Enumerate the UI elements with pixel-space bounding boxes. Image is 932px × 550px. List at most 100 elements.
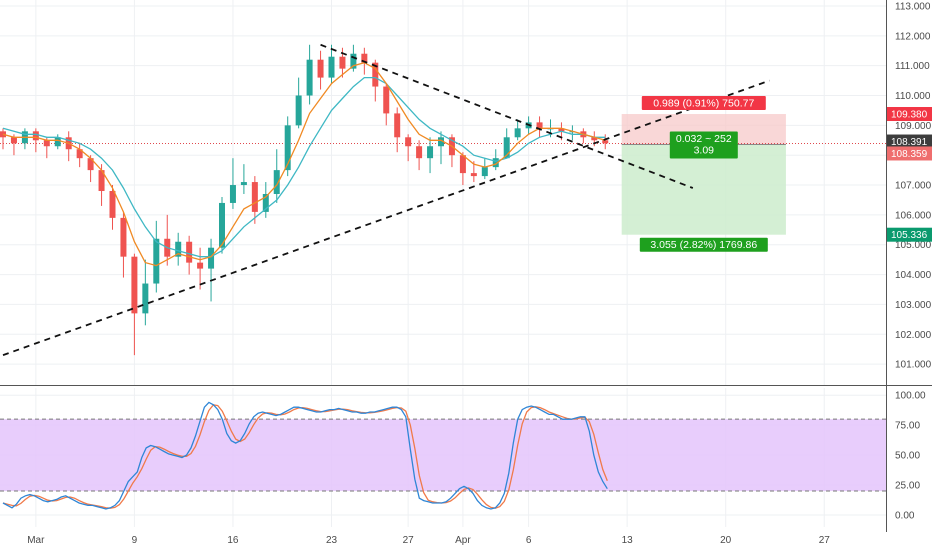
center-tag-text-2: 3.09 xyxy=(694,144,715,156)
oscillator-tick-label: 100.00 xyxy=(895,391,926,402)
price-tick-label: 107.000 xyxy=(895,181,932,192)
current-price-bg xyxy=(887,134,932,149)
time-tick-label: Mar xyxy=(27,535,45,546)
price-tick-label: 112.000 xyxy=(895,31,931,42)
trendlines[interactable] xyxy=(2,43,770,357)
candle-body xyxy=(306,59,313,96)
candle xyxy=(503,128,510,159)
target-price-tag: 105.336 xyxy=(887,227,932,242)
candle xyxy=(87,155,94,183)
candle xyxy=(186,235,193,275)
time-tick-label: 23 xyxy=(326,535,338,546)
candle xyxy=(76,143,83,168)
candle xyxy=(153,220,160,293)
candle xyxy=(120,211,127,278)
candle xyxy=(142,259,149,326)
oscillator-tick-label: 0.00 xyxy=(895,511,915,522)
candle xyxy=(262,182,269,218)
candle-body xyxy=(186,241,193,263)
candle xyxy=(208,238,215,302)
candle-body xyxy=(109,191,116,218)
candle xyxy=(328,44,335,84)
stop-label[interactable]: 0.989 (0.91%) 750.77 xyxy=(641,96,766,111)
ma-fast-line[interactable] xyxy=(2,62,606,267)
entry-price-bg xyxy=(887,146,932,161)
stop-price-bg xyxy=(887,107,932,122)
candle-body xyxy=(536,122,543,129)
center-tag-bg xyxy=(669,131,738,159)
candle-body xyxy=(503,137,510,159)
price-tick-label: 106.000 xyxy=(895,210,932,221)
stop-tag-text: 0.989 (0.91%) 750.77 xyxy=(653,98,754,110)
oscillator-tick-label: 75.00 xyxy=(895,421,920,432)
candle-body xyxy=(175,241,182,257)
candle-body xyxy=(197,262,204,269)
center-tag-text: 0.032 ~ 252 xyxy=(676,133,732,145)
candle xyxy=(273,149,280,203)
candle-body xyxy=(383,86,390,114)
candle xyxy=(317,50,324,90)
candle-body xyxy=(295,95,302,126)
candle-body xyxy=(131,256,138,314)
candle xyxy=(295,77,302,129)
target-tag-text: 3.055 (2.82%) 1769.86 xyxy=(650,239,757,251)
target-price-bg xyxy=(887,227,932,242)
candle xyxy=(284,116,291,177)
target-price-text: 105.336 xyxy=(891,230,928,241)
take-profit-zone[interactable] xyxy=(621,144,786,235)
time-axis[interactable]: Mar 9 16 23 27 Apr 6 13 20 27 xyxy=(27,535,830,546)
candle xyxy=(229,158,236,209)
candle-body xyxy=(284,125,291,171)
time-tick-label: 9 xyxy=(132,535,138,546)
candle xyxy=(427,137,434,174)
stop-price-text: 109.380 xyxy=(891,110,928,121)
center-label[interactable]: 0.032 ~ 252 3.09 xyxy=(669,131,738,159)
candle xyxy=(416,140,423,171)
candle-body xyxy=(43,140,50,147)
candle xyxy=(32,128,39,153)
candle xyxy=(405,134,412,162)
candle xyxy=(306,44,313,105)
candle-body xyxy=(219,202,225,248)
time-tick-label: Apr xyxy=(455,535,471,546)
candle xyxy=(251,176,258,224)
price-tick-label: 104.000 xyxy=(895,270,932,281)
stop-price-tag: 109.380 xyxy=(887,107,932,122)
time-tick-label: 27 xyxy=(403,535,415,546)
current-price-text: 108.391 xyxy=(891,137,928,148)
candle xyxy=(438,131,444,165)
candle-body xyxy=(32,131,39,141)
candle xyxy=(175,232,182,266)
position-tool[interactable] xyxy=(621,114,786,235)
entry-price-text: 108.359 xyxy=(891,149,928,160)
candle xyxy=(481,158,488,180)
candle xyxy=(459,152,466,186)
candle-body xyxy=(87,158,94,171)
candle-body xyxy=(317,59,324,78)
candle-body xyxy=(350,53,357,69)
candle-body xyxy=(273,170,280,194)
candle-body xyxy=(514,128,521,138)
lower-trendline xyxy=(2,79,770,357)
oscillator-tick-label: 25.00 xyxy=(895,481,920,492)
oscillator-band xyxy=(0,419,886,492)
current-price-tag: 108.391 xyxy=(887,134,932,149)
ma-slow-line[interactable] xyxy=(2,76,606,258)
candle-body xyxy=(602,140,609,144)
candle-body xyxy=(229,185,236,203)
candle-body xyxy=(492,158,499,168)
oscillator-axis[interactable]: 100.00 75.00 50.00 25.00 0.00 xyxy=(895,391,926,522)
price-tick-label: 102.000 xyxy=(895,330,932,341)
price-tick-label: 109.000 xyxy=(895,121,932,132)
candle-body xyxy=(208,247,215,269)
target-label[interactable]: 3.055 (2.82%) 1769.86 xyxy=(639,237,768,252)
candle-body xyxy=(481,167,488,177)
candle-body xyxy=(372,62,379,87)
candle-body xyxy=(262,193,269,212)
candle xyxy=(383,83,390,126)
oscillator-k-line[interactable] xyxy=(2,401,608,510)
candle-body xyxy=(470,173,477,177)
stop-tag-bg xyxy=(641,96,766,111)
oscillator-d-line[interactable] xyxy=(2,404,608,509)
